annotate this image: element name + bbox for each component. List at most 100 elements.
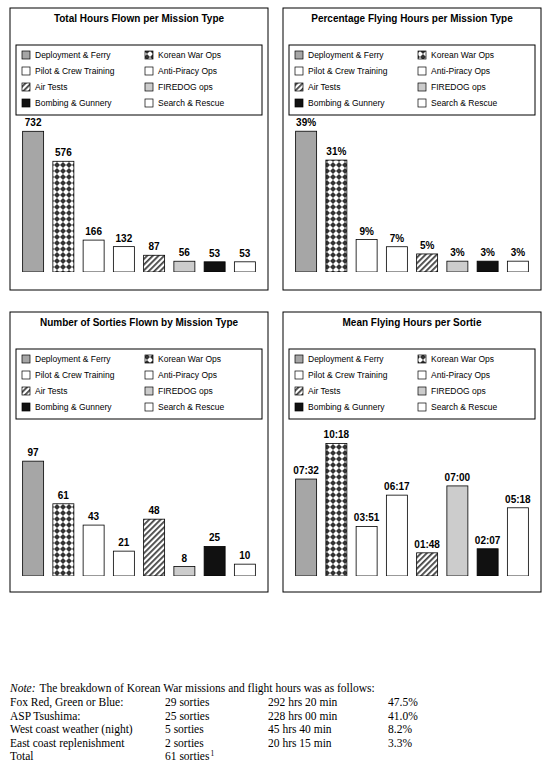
bar — [113, 247, 134, 272]
legend-label: Anti-Piracy Ops — [158, 370, 217, 380]
data-label: 53 — [209, 248, 221, 259]
data-label: 5% — [420, 240, 435, 251]
legend-label: Bombing & Gunnery — [308, 402, 385, 412]
bars — [296, 443, 529, 576]
bar — [174, 261, 195, 272]
note-cell: 228 hrs 00 min — [268, 710, 338, 722]
data-label: 48 — [149, 505, 161, 516]
title-line: Mean Flying Hours per Sortie — [343, 317, 482, 328]
data-labels: 39%31%9%7%5%3%3%3% — [296, 117, 525, 258]
data-label: 07:00 — [445, 472, 471, 483]
title-line: Total Hours Flown per Mission Type — [54, 13, 225, 24]
legend-label: Search & Rescue — [158, 98, 224, 108]
data-label: 166 — [85, 226, 102, 237]
legend-label: FIREDOG ops — [158, 386, 213, 396]
chart-frame — [10, 8, 268, 290]
bar — [417, 553, 438, 576]
data-label: 02:07 — [475, 535, 501, 546]
legend-swatch — [22, 83, 30, 91]
legend-swatch — [145, 355, 153, 363]
bar — [326, 443, 347, 576]
legend-swatch — [145, 403, 153, 411]
data-label: 10:18 — [324, 429, 350, 440]
legend-label: Anti-Piracy Ops — [431, 66, 490, 76]
data-label: 10 — [239, 550, 251, 561]
bars — [23, 461, 256, 576]
legend-swatch — [22, 403, 30, 411]
legend-swatch — [418, 387, 426, 395]
note-cell: 2 sorties — [165, 737, 204, 749]
data-label: 576 — [55, 147, 72, 158]
note-cell: East coast replenishment — [10, 737, 125, 750]
note-label: Note: — [9, 682, 36, 694]
legend-label: Pilot & Crew Training — [35, 66, 115, 76]
legend-label: Pilot & Crew Training — [308, 66, 388, 76]
legend-swatch — [418, 371, 426, 379]
legend-label: Air Tests — [308, 386, 340, 396]
legend-label: Deployment & Ferry — [308, 354, 384, 364]
bar — [417, 254, 438, 272]
data-label: 25 — [209, 532, 221, 543]
legend-swatch — [295, 355, 303, 363]
legend-label: Anti-Piracy Ops — [431, 370, 490, 380]
legend-swatch — [22, 51, 30, 59]
chart: Mean Flying Hours per Sortie Deployment &… — [283, 312, 541, 592]
data-label: 3% — [480, 247, 495, 258]
note-cell: 3.3% — [388, 737, 412, 749]
note-cell: 292 hrs 20 min — [268, 696, 338, 708]
legend-label: Pilot & Crew Training — [308, 370, 388, 380]
bar — [204, 262, 225, 272]
legend-label: Korean War Ops — [158, 50, 221, 60]
legend-swatch — [145, 371, 153, 379]
bar — [23, 131, 44, 272]
bar — [23, 461, 44, 576]
bar — [356, 240, 377, 272]
legend: Deployment & FerryKorean War OpsPilot & … — [289, 45, 535, 115]
data-label: 21 — [118, 537, 130, 548]
data-labels: 73257616613287565353 — [25, 117, 251, 259]
data-label: 3% — [511, 247, 526, 258]
bar — [83, 525, 104, 576]
bars — [23, 131, 256, 272]
legend-label: Air Tests — [35, 82, 67, 92]
legend-label: FIREDOG ops — [158, 82, 213, 92]
legend-label: Air Tests — [35, 386, 67, 396]
bar — [447, 261, 468, 272]
bar — [356, 526, 377, 576]
bar — [447, 486, 468, 576]
legend-frame — [16, 45, 262, 115]
chart-title: Total Hours Flown per Mission Type — [54, 13, 225, 24]
legend-label: Bombing & Gunnery — [308, 98, 385, 108]
bar — [144, 519, 165, 576]
bar — [174, 567, 195, 576]
data-label: 06:17 — [384, 481, 410, 492]
bar — [507, 261, 528, 272]
bar — [53, 161, 74, 272]
note-cell: ASP Tsushima: — [10, 710, 80, 722]
chart: Number of Sorties Flown by Mission Type D… — [10, 312, 268, 592]
note-cell: 45 hrs 40 min — [268, 723, 332, 735]
legend-swatch — [145, 51, 153, 59]
chart-frame — [10, 312, 268, 592]
legend-swatch — [295, 67, 303, 75]
chart-title: Mean Flying Hours per Sortie — [343, 317, 482, 328]
data-label: 56 — [179, 247, 191, 258]
legend-label: Air Tests — [308, 82, 340, 92]
legend: Deployment & FerryKorean War OpsPilot & … — [16, 349, 262, 419]
legend-label: Search & Rescue — [158, 402, 224, 412]
bar — [113, 551, 134, 576]
title-line: Number of Sorties Flown by Mission Type — [40, 317, 239, 328]
chart-title: Number of Sorties Flown by Mission Type — [40, 317, 239, 328]
bar — [386, 247, 407, 272]
data-label: 03:51 — [354, 512, 380, 523]
data-label: 43 — [88, 511, 100, 522]
note-cell: 20 hrs 15 min — [268, 737, 332, 749]
bar — [477, 261, 498, 272]
bar — [296, 479, 317, 576]
legend-swatch — [145, 99, 153, 107]
data-labels: 976143214882510 — [28, 447, 251, 563]
chart-frame — [283, 8, 541, 290]
data-label: 01:48 — [414, 539, 440, 550]
note-cell: 47.5% — [388, 696, 418, 708]
legend-swatch — [22, 371, 30, 379]
